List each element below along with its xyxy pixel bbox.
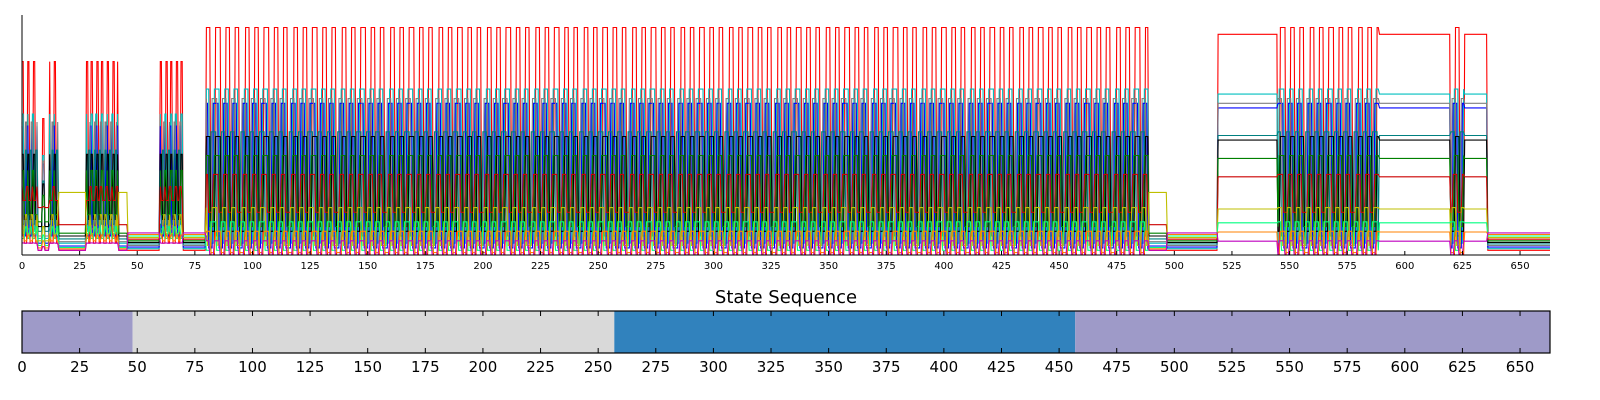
x-tick-label: 400 (934, 261, 953, 272)
x-tick-label: 600 (1395, 261, 1414, 272)
x-tick-label: 625 (1453, 261, 1472, 272)
series-line (21, 173, 1550, 240)
state-frame (21, 310, 1551, 354)
state-sequence-title: State Sequence (714, 287, 858, 308)
state-x-tick-label: 75 (185, 358, 204, 376)
state-segment (1075, 311, 1550, 353)
x-tick-label: 300 (704, 261, 723, 272)
x-tick-label: 475 (1107, 261, 1126, 272)
x-tick-label: 500 (1165, 261, 1184, 272)
state-x-tick-label: 325 (757, 358, 786, 376)
x-tick-label: 125 (301, 261, 320, 272)
x-tick-label: 350 (819, 261, 838, 272)
x-tick-label: 650 (1510, 261, 1529, 272)
state-x-tick-label: 225 (526, 358, 555, 376)
x-tick-label: 100 (243, 261, 262, 272)
multi-series-line-chart: 0 25 50 75 100 125 150 175 200 225 250 275 300 325 350… (19, 15, 1550, 272)
state-segment (614, 311, 1076, 353)
state-x-tick-label: 475 (1102, 358, 1131, 376)
x-tick-label: 275 (646, 261, 665, 272)
x-tick-label: 50 (131, 261, 144, 272)
state-x-tick-label: 0 (17, 358, 27, 376)
x-tick-label: 575 (1338, 261, 1357, 272)
series-line (22, 131, 1550, 245)
x-tick-label: 75 (188, 261, 201, 272)
state-x-tick-label: 100 (238, 358, 267, 376)
state-x-tick-label: 650 (1506, 358, 1535, 376)
x-tick-label: 175 (416, 261, 435, 272)
x-tick-label: 25 (73, 261, 86, 272)
state-x-tick-label: 50 (128, 358, 147, 376)
state-x-tick-label: 500 (1160, 358, 1189, 376)
x-tick-label: 325 (761, 261, 780, 272)
x-tick-label: 550 (1280, 261, 1299, 272)
series-line (22, 221, 1550, 251)
x-tick-label: 225 (531, 261, 550, 272)
state-x-tick-label: 200 (469, 358, 498, 376)
state-x-tick-label: 425 (987, 358, 1016, 376)
state-x-tick-label: 175 (411, 358, 440, 376)
state-x-tick-label: 25 (70, 358, 89, 376)
x-tick-label: 200 (473, 261, 492, 272)
state-x-tick-label: 550 (1275, 358, 1304, 376)
state-x-tick-label: 350 (814, 358, 843, 376)
x-tick-label: 525 (1222, 261, 1241, 272)
state-x-tick-label: 450 (1045, 358, 1074, 376)
x-tick-label: 150 (358, 261, 377, 272)
series-line (22, 230, 1550, 254)
state-x-tick-label: 250 (584, 358, 613, 376)
state-x-tick-label: 275 (641, 358, 670, 376)
state-segment (132, 311, 615, 353)
state-x-tick-label: 400 (930, 358, 959, 376)
state-x-tick-label: 600 (1390, 358, 1419, 376)
state-x-tick-label: 625 (1448, 358, 1477, 376)
state-x-tick-label: 575 (1333, 358, 1362, 376)
state-x-tick-label: 375 (872, 358, 901, 376)
x-tick-label: 425 (992, 261, 1011, 272)
state-x-tick-label: 525 (1218, 358, 1247, 376)
state-x-tick-label: 150 (353, 358, 382, 376)
state-x-tick-label: 300 (699, 358, 728, 376)
x-tick-label: 0 (19, 261, 25, 272)
x-tick-label: 250 (589, 261, 608, 272)
x-tick-label: 375 (877, 261, 896, 272)
x-tick-label: 450 (1050, 261, 1069, 272)
state-x-tick-label: 125 (296, 358, 325, 376)
state-segment (22, 311, 133, 353)
